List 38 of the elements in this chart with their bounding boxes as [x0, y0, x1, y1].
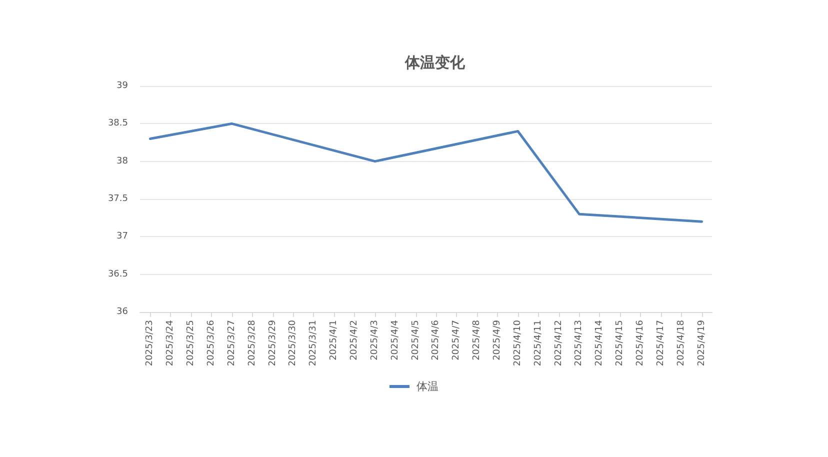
x-tick-label: 2025/4/17: [656, 320, 666, 366]
x-tick-label: 2025/4/4: [390, 320, 400, 360]
line-series: [148, 122, 704, 223]
y-tick-label: 36.5: [108, 269, 128, 280]
x-tick-label: 2025/4/13: [574, 320, 584, 366]
y-tick-label: 36: [116, 307, 128, 317]
x-tick-label: 2025/4/12: [554, 320, 564, 366]
x-tick-label: 2025/3/27: [226, 320, 237, 366]
x-tick-label: 2025/4/5: [410, 320, 421, 360]
x-tick-label: 2025/4/11: [533, 320, 544, 366]
x-tick-label: 2025/3/31: [308, 320, 319, 366]
x-tick-label: 2025/3/24: [166, 320, 176, 366]
x-tick-label: 2025/4/8: [472, 320, 482, 360]
x-tick-label: 2025/4/18: [676, 320, 686, 366]
x-tick-label: 2025/4/14: [594, 320, 605, 366]
x-tick-label: 2025/4/9: [492, 320, 502, 360]
x-tick-label: 2025/4/7: [452, 320, 462, 360]
chart-title: 体温变化: [404, 54, 466, 72]
x-tick-label: 2025/3/26: [206, 320, 216, 366]
y-tick-label: 37: [116, 232, 128, 242]
x-tick-label: 2025/4/19: [696, 320, 707, 366]
y-tick-label: 37.5: [108, 194, 128, 204]
x-tick-label: 2025/4/1: [329, 320, 340, 360]
x-tick-label: 2025/4/3: [370, 320, 380, 360]
y-tick-label: 38: [116, 156, 128, 166]
x-tick-label: 2025/3/23: [145, 320, 156, 366]
x-tick-label: 2025/4/2: [350, 320, 360, 360]
x-tick-label: 2025/3/29: [268, 320, 278, 366]
x-tick-label: 2025/3/30: [288, 320, 298, 366]
y-tick-label: 39: [116, 81, 128, 91]
x-tick-label: 2025/3/28: [247, 320, 258, 366]
x-tick-label: 2025/4/16: [636, 320, 646, 366]
x-tick-label: 2025/4/6: [431, 320, 442, 360]
x-tick-label: 2025/4/10: [512, 320, 523, 366]
x-tick-label: 2025/4/15: [615, 320, 626, 366]
x-tick-label: 2025/3/25: [186, 320, 196, 366]
y-tick-label: 38.5: [108, 118, 128, 129]
legend-label: 体温: [416, 380, 438, 393]
